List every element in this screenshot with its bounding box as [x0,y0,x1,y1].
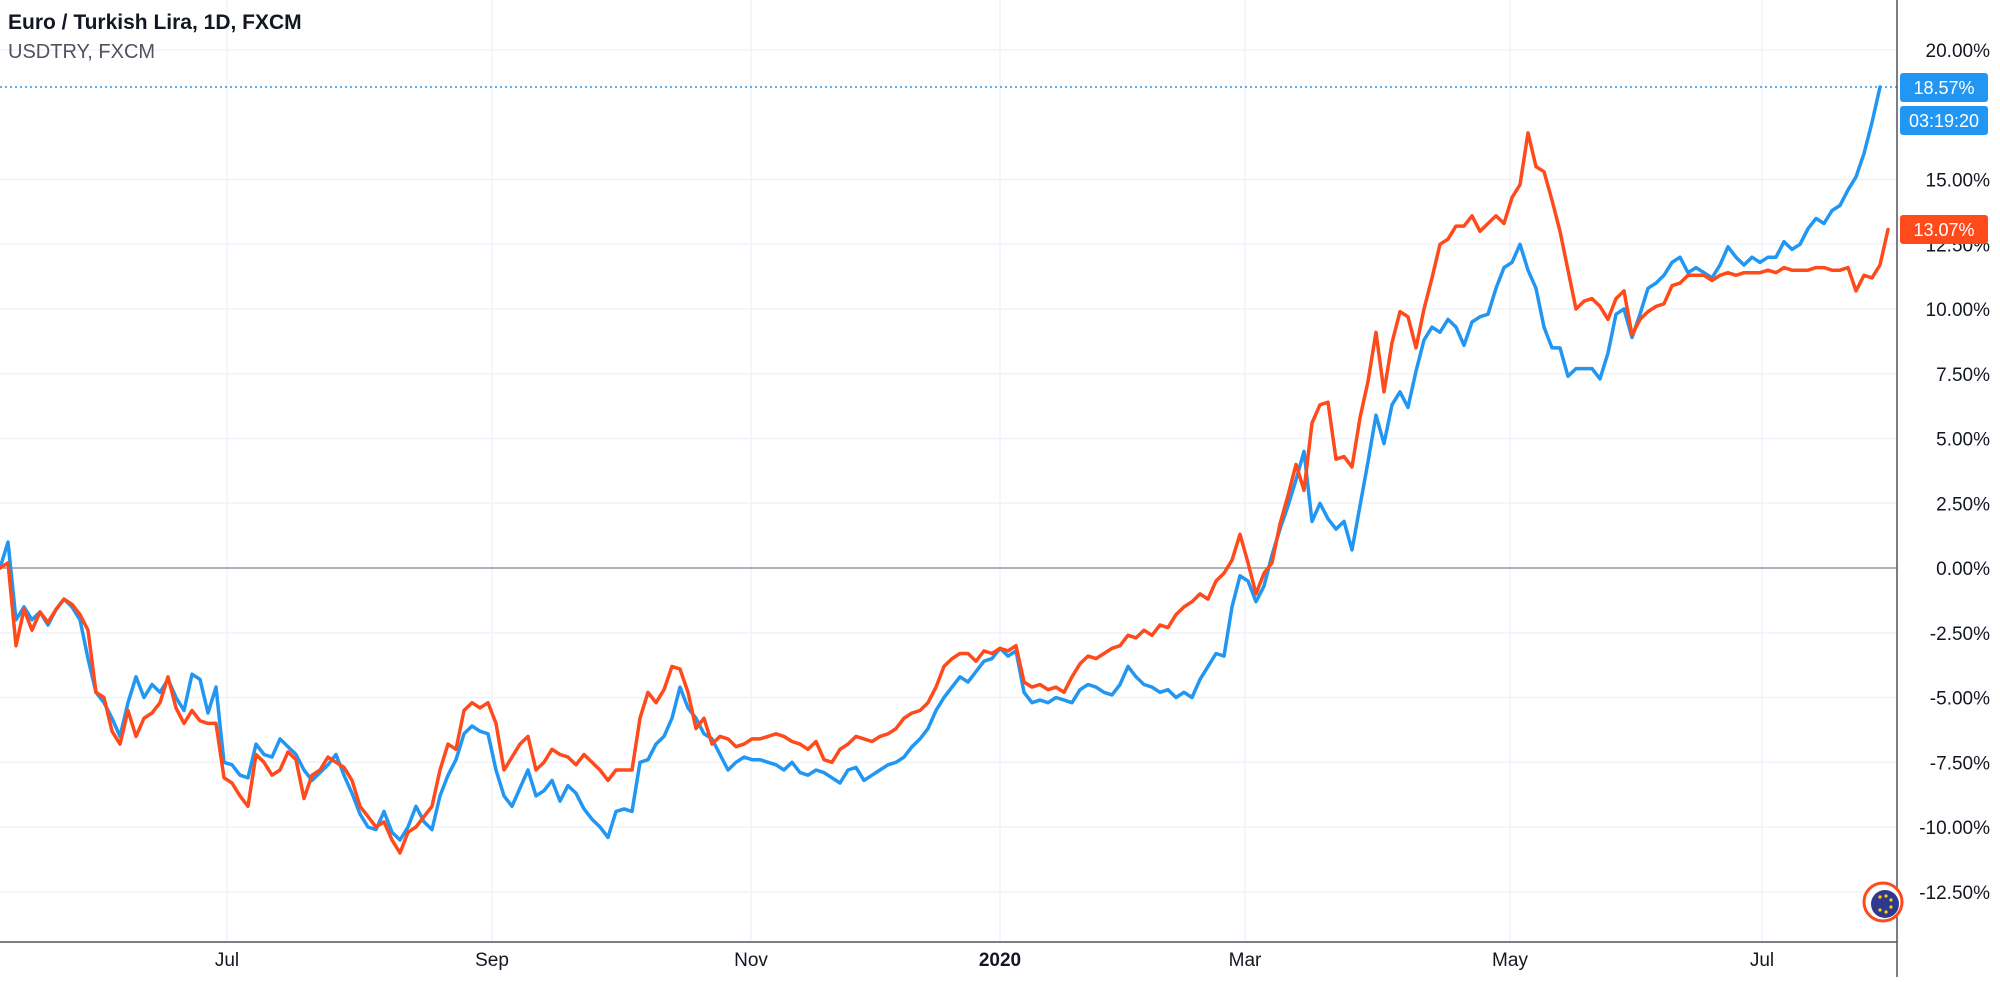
y-tick-label: 20.00% [1926,41,1991,62]
y-tick-label: 15.00% [1926,171,1991,192]
chart-legend: Euro / Turkish Lira, 1D, FXCM USDTRY, FX… [8,8,302,66]
compare-symbol-title[interactable]: USDTRY, FXCM [8,41,156,63]
x-tick-label: Mar [1229,950,1262,971]
y-tick-label: 2.50% [1936,494,1990,515]
eurtry-last-value-text: 13.07% [1913,220,1974,240]
x-tick-label: Jul [215,950,239,971]
grid-lines [0,0,1897,942]
main-symbol-title[interactable]: Euro / Turkish Lira, 1D, FXCM [8,11,302,34]
y-tick-label: 0.00% [1936,559,1990,580]
price-axis[interactable]: 20.00%15.00%12.50%10.00%7.50%5.00%2.50%0… [1919,41,1990,904]
y-tick-label: -2.50% [1930,624,1990,645]
eurtry-series-line[interactable] [0,131,1890,855]
usdtry-countdown-text: 03:19:20 [1909,111,1979,131]
eurtry-last-value-badge: 13.07% [1900,215,1988,244]
y-tick-label: 7.50% [1936,365,1990,386]
usdtry-last-value-badge: 18.57% [1900,73,1988,102]
x-tick-label: Sep [475,950,509,971]
y-tick-label: -12.50% [1919,883,1990,904]
y-tick-label: 10.00% [1926,300,1991,321]
y-tick-label: -7.50% [1930,753,1990,774]
usdtry-countdown-badge: 03:19:20 [1900,106,1988,135]
usdtry-last-value-text: 18.57% [1913,78,1974,98]
y-tick-label: -5.00% [1930,689,1990,710]
x-tick-label: Nov [734,950,768,971]
y-tick-label: -10.00% [1919,818,1990,839]
eu-flag-icon[interactable] [1862,881,1904,923]
series-lines [0,85,1890,855]
time-axis[interactable]: Jul Sep Nov 2020 Mar May Jul [215,950,1774,971]
usdtry-series-line[interactable] [0,85,1882,842]
x-tick-label: Jul [1750,950,1774,971]
x-tick-label: 2020 [979,950,1021,971]
y-tick-label: 5.00% [1936,430,1990,451]
x-tick-label: May [1492,950,1528,971]
